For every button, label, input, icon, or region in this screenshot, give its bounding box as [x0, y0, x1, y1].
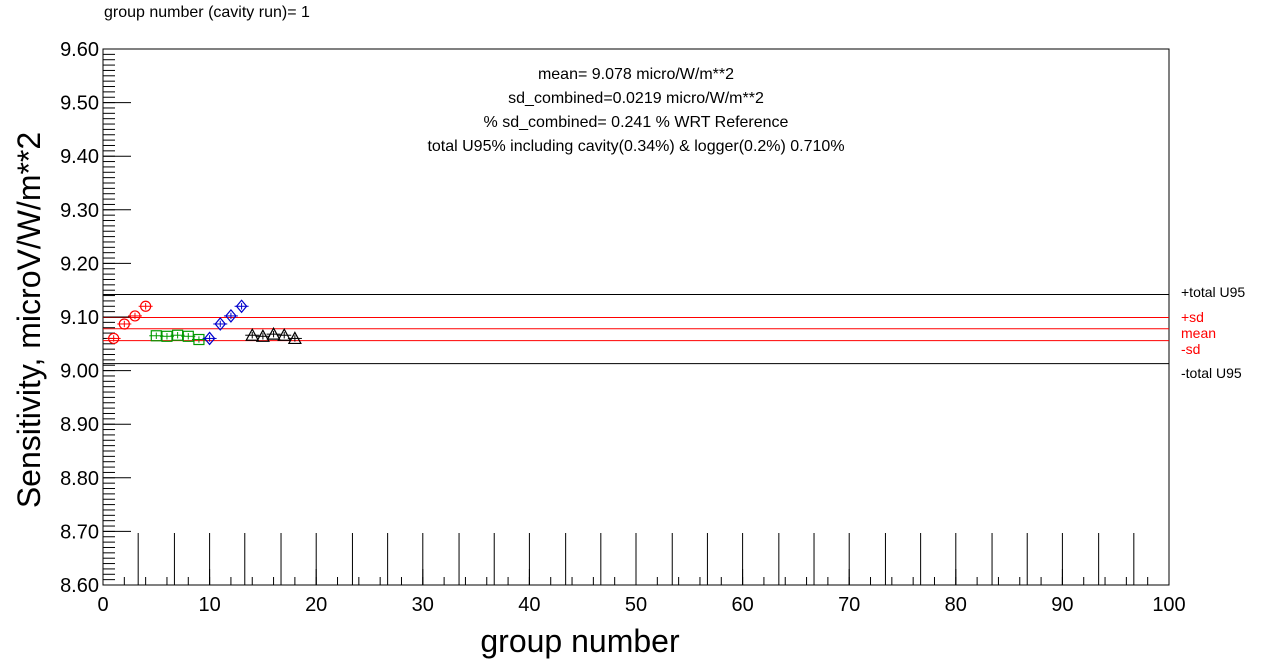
y-tick-label: 9.50 [60, 93, 99, 115]
reference-line-label: -sd [1181, 341, 1200, 357]
annotation-line: sd_combined=0.0219 micro/W/m**2 [508, 90, 764, 107]
x-tick-label: 30 [412, 594, 434, 616]
x-tick-label: 80 [945, 594, 967, 616]
data-point [235, 299, 248, 314]
x-tick-label: 20 [305, 594, 327, 616]
data-point [287, 331, 302, 345]
axes: 8.60 8.70 8.80 8.90 9.00 9.10 9.20 9.30 9.40 9.50… [60, 39, 1186, 616]
data-point [277, 327, 292, 341]
reference-line-label: mean [1181, 325, 1216, 341]
data-point [182, 330, 194, 342]
y-tick-label: 9.20 [60, 253, 99, 275]
y-tick-label: 8.90 [60, 414, 99, 436]
y-tick-label: 9.60 [60, 39, 99, 61]
data-point [118, 318, 130, 330]
group-dividers [137, 533, 1135, 585]
data-point [140, 300, 152, 312]
data-point [129, 310, 141, 322]
y-tick-label: 9.30 [60, 200, 99, 222]
x-tick-label: 0 [97, 594, 108, 616]
y-tick-label: 9.00 [60, 361, 99, 383]
x-axis-label: group number [480, 623, 680, 659]
data-point [266, 326, 281, 340]
annotation-block: mean= 9.078 micro/W/m**2 sd_combined=0.02… [427, 66, 844, 155]
reference-line-label: -total U95 [1181, 365, 1242, 381]
chart-header: group number (cavity run)= 1 [104, 4, 310, 21]
y-axis-label: Sensitivity, microV/W/m**2 [11, 132, 47, 508]
data-point [108, 332, 120, 345]
reference-line-label: +sd [1181, 309, 1204, 325]
data-point [225, 308, 237, 323]
y-tick-label: 8.60 [60, 575, 99, 597]
annotation-line: total U95% including cavity(0.34%) & log… [427, 138, 844, 155]
data-point [161, 330, 173, 342]
y-tick-label: 8.70 [60, 521, 99, 543]
x-tick-label: 100 [1152, 594, 1185, 616]
data-point [255, 329, 270, 342]
y-tick-label: 9.40 [60, 146, 99, 168]
x-tick-label: 40 [518, 594, 540, 616]
reference-line-label: +total U95 [1181, 284, 1245, 300]
x-tick-label: 70 [838, 594, 860, 616]
data-point [193, 333, 205, 346]
x-tick-label: 50 [625, 594, 647, 616]
annotation-line: % sd_combined= 0.241 % WRT Reference [484, 114, 789, 131]
data-points [106, 299, 302, 346]
data-point [203, 331, 216, 346]
x-tick-label: 90 [1051, 594, 1073, 616]
data-point [214, 317, 227, 331]
y-tick-label: 8.80 [60, 468, 99, 490]
x-tick-label: 60 [731, 594, 753, 616]
annotation-line: mean= 9.078 micro/W/m**2 [538, 66, 734, 83]
data-point [172, 329, 184, 341]
x-tick-label: 10 [198, 594, 220, 616]
y-tick-label: 9.10 [60, 307, 99, 329]
data-point [150, 330, 162, 342]
data-point [245, 327, 260, 341]
